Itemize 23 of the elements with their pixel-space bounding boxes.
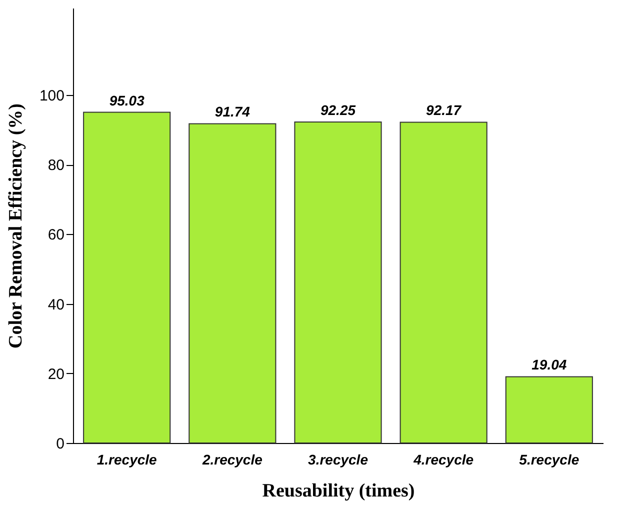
y-tick-label: 20 <box>48 366 64 383</box>
y-tick-label: 80 <box>48 157 64 174</box>
x-tick-label: 5.recycle <box>519 452 580 468</box>
data-label: 92.17 <box>426 102 462 118</box>
y-tick-label: 100 <box>39 88 64 104</box>
y-tick-label: 40 <box>48 296 64 314</box>
y-tick-label: 0 <box>56 436 64 452</box>
bar <box>294 121 382 444</box>
x-tick-label: 1.recycle <box>96 452 158 468</box>
y-tick-label: 60 <box>48 226 64 244</box>
bar <box>83 112 171 444</box>
data-label: 95.03 <box>109 92 145 108</box>
x-tick-label: 4.recycle <box>412 452 474 468</box>
x-tick-label: 3.recycle <box>308 452 368 468</box>
bar <box>188 123 276 444</box>
bar <box>505 376 593 444</box>
data-label: 92.25 <box>320 102 356 118</box>
y-axis-title: Color Removal Efficiency (%) <box>5 103 26 349</box>
x-tick-label: 2.recycle <box>201 452 263 468</box>
data-label: 19.04 <box>532 356 567 373</box>
data-label: 91.74 <box>214 104 250 120</box>
x-axis-title: Reusability (times) <box>262 480 415 502</box>
bar <box>400 122 488 444</box>
